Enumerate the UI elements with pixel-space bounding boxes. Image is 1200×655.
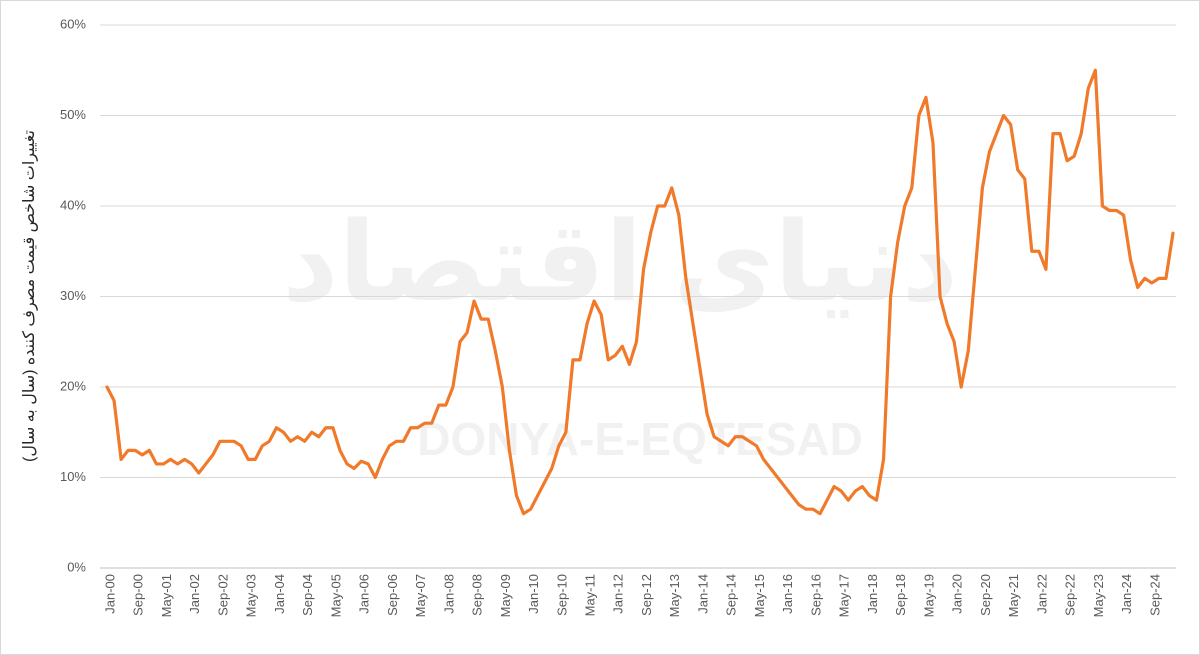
line xyxy=(105,68,1175,516)
x-tick-label: Sep-00 xyxy=(131,574,146,616)
x-tick-label: Sep-20 xyxy=(978,574,993,616)
x-tick-label: May-05 xyxy=(328,574,343,617)
watermark: دنیای اقتصاد xyxy=(282,201,958,324)
x-tick-label: Jan-18 xyxy=(865,574,880,614)
x-tick-label: Sep-04 xyxy=(300,574,315,616)
x-tick-label: Jan-14 xyxy=(695,574,710,614)
y-tick-label: 0% xyxy=(67,559,86,574)
x-tick-label: May-01 xyxy=(159,574,174,617)
x-tick-label: Sep-22 xyxy=(1063,574,1078,616)
x-tick-label: Sep-16 xyxy=(808,574,823,616)
x-tick-label: Sep-08 xyxy=(470,574,485,616)
x-tick-label: Sep-14 xyxy=(724,574,739,616)
x-tick-label: May-17 xyxy=(837,574,852,617)
x-tick-label: Jan-06 xyxy=(357,574,372,614)
x-tick-label: May-21 xyxy=(1006,574,1021,617)
x-tick-label: May-15 xyxy=(752,574,767,617)
x-tick-label: Jan-08 xyxy=(441,574,456,614)
x-tick-label: May-23 xyxy=(1091,574,1106,617)
y-tick-label: 30% xyxy=(60,288,86,303)
x-tick-label: Jan-22 xyxy=(1034,574,1049,614)
y-tick-label: 60% xyxy=(60,16,86,31)
x-tick-label: Jan-16 xyxy=(780,574,795,614)
x-tick-label: Jan-24 xyxy=(1119,574,1134,614)
x-tick-label: Sep-18 xyxy=(893,574,908,616)
x-tick-label: Jan-20 xyxy=(950,574,965,614)
y-tick-label: 40% xyxy=(60,197,86,212)
x-tick-label: Sep-24 xyxy=(1147,574,1162,616)
x-tick-label: May-03 xyxy=(244,574,259,617)
plot: 0% 10% 20% 30% 40% 50% 60% Jan-00 Sep-00 May-01 Ja… xyxy=(60,16,1176,617)
y-axis-title: تغییرات شاخص قیمت مصرف کننده (سال به سال… xyxy=(21,130,39,462)
x-tick-label: Jan-12 xyxy=(611,574,626,614)
x-tick-label: Sep-02 xyxy=(215,574,230,616)
y-tick-label: 20% xyxy=(60,378,86,393)
x-tick-label: Sep-06 xyxy=(385,574,400,616)
y-tick-label: 10% xyxy=(60,469,86,484)
x-tick-label: May-11 xyxy=(582,574,597,616)
x-tick-label: May-07 xyxy=(413,574,428,617)
x-tick-label: Jan-10 xyxy=(526,574,541,614)
x-tick-label: Jan-00 xyxy=(102,574,117,614)
x-tick-label: Sep-12 xyxy=(639,574,654,616)
x-tick-label: Jan-04 xyxy=(272,574,287,614)
y-tick-label: 50% xyxy=(60,107,86,122)
watermark-latin: DONYA-E-EQTESAD xyxy=(417,413,863,465)
x-tick-label: May-13 xyxy=(667,574,682,617)
x-tick-label: Jan-02 xyxy=(187,574,202,614)
x-tick-label: May-19 xyxy=(921,574,936,617)
x-tick-label: May-09 xyxy=(498,574,513,617)
x-tick-label: Sep-10 xyxy=(554,574,569,616)
